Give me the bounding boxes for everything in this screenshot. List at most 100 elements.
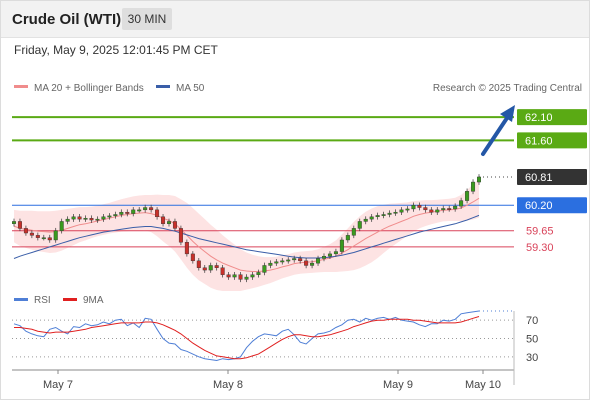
candle — [333, 251, 338, 255]
candle — [268, 262, 273, 266]
resistance-level-label: 61.60 — [525, 135, 553, 147]
timestamp: Friday, May 9, 2025 12:01:45 PM CET — [14, 43, 218, 57]
candle — [238, 274, 243, 280]
forecast-arrow-shaft — [481, 116, 509, 156]
rsi-legend-label: RSI — [34, 295, 51, 306]
candle — [119, 211, 124, 215]
candle — [256, 272, 261, 275]
level-labels: 62.10 61.60 60.81 60.20 59.65 59.30 — [517, 109, 587, 254]
candle — [95, 218, 100, 221]
candles — [11, 174, 482, 283]
ma50-legend-swatch — [156, 85, 170, 88]
rsi-level-label: 50 — [526, 334, 538, 346]
rsi-level-label: 30 — [526, 352, 538, 364]
candle — [399, 209, 404, 213]
rsi-legend-swatch — [14, 298, 28, 301]
candle — [166, 221, 171, 224]
rsi-ma9-line — [14, 316, 480, 360]
level-lines — [12, 116, 514, 248]
candle — [35, 235, 40, 238]
x-tick-label: May 9 — [383, 379, 413, 391]
candle — [161, 216, 166, 224]
candle — [149, 207, 154, 211]
candle — [381, 214, 386, 216]
candle — [220, 267, 225, 275]
candle — [101, 216, 106, 220]
forecast-arrow-layer — [481, 105, 515, 156]
bollinger-band-layer — [14, 178, 479, 291]
candle — [477, 176, 482, 183]
candle — [89, 217, 94, 221]
rsi-line — [13, 310, 480, 362]
candle — [417, 205, 422, 208]
candle — [351, 228, 356, 236]
header-bar: Crude Oil (WTI) 30 MIN — [1, 1, 589, 38]
candle — [345, 235, 350, 241]
ma50-line — [13, 214, 480, 259]
resistance-level-label: 62.10 — [525, 112, 553, 124]
candle — [423, 207, 428, 211]
resistance-level-tag — [517, 132, 587, 149]
candle — [77, 216, 82, 220]
candle — [41, 237, 46, 240]
candle — [316, 258, 321, 264]
candle — [143, 207, 148, 211]
candle — [363, 218, 368, 222]
timeframe-button[interactable]: 30 MIN — [122, 8, 172, 30]
candle — [369, 216, 374, 220]
candle — [137, 209, 142, 212]
candle — [357, 221, 362, 229]
candle — [184, 242, 189, 255]
candle — [208, 265, 213, 271]
candle — [459, 200, 464, 207]
candle — [214, 265, 219, 268]
candle — [29, 232, 34, 236]
rsi-panel: 70 50 30 — [12, 310, 538, 364]
candle — [131, 209, 136, 214]
candle — [292, 258, 297, 261]
current-level-tag — [517, 168, 587, 185]
candle — [244, 276, 249, 280]
resistance-level-tag — [517, 109, 587, 126]
candle — [405, 208, 410, 211]
forecast-arrow-head — [500, 105, 515, 122]
candle — [286, 259, 291, 262]
candle — [59, 221, 64, 231]
candle — [196, 260, 201, 268]
pivot-level-label: 60.20 — [525, 200, 553, 212]
ma50-legend-label: MA 50 — [176, 83, 205, 94]
candle — [11, 221, 16, 224]
candle — [83, 217, 88, 220]
current-level-label: 60.81 — [525, 172, 553, 184]
candle — [47, 237, 52, 241]
candle — [393, 211, 398, 214]
candle — [65, 218, 70, 222]
instrument-title: Crude Oil (WTI) — [12, 11, 122, 28]
ma9-legend-label: 9MA — [83, 295, 104, 306]
bollinger-legend-swatch — [14, 85, 28, 88]
candle — [155, 209, 160, 218]
candle — [274, 261, 279, 264]
candle — [280, 260, 285, 263]
support-level-label: 59.30 — [526, 242, 554, 254]
bollinger-legend-label: MA 20 + Bollinger Bands — [34, 83, 144, 94]
credit-label: Research © 2025 Trading Central — [433, 83, 582, 94]
candle — [429, 209, 434, 213]
x-tick-label: May 7 — [43, 379, 73, 391]
candle — [113, 214, 118, 217]
candle — [387, 212, 392, 215]
candle — [310, 262, 315, 266]
candle — [190, 253, 195, 262]
candle — [107, 215, 112, 218]
candle — [53, 230, 58, 241]
candle — [71, 216, 76, 220]
candle — [375, 215, 380, 218]
candle — [339, 239, 344, 252]
candle — [226, 274, 231, 278]
pivot-level-tag — [517, 197, 587, 214]
candle — [178, 228, 183, 243]
candle — [327, 253, 332, 257]
candle — [250, 274, 255, 278]
